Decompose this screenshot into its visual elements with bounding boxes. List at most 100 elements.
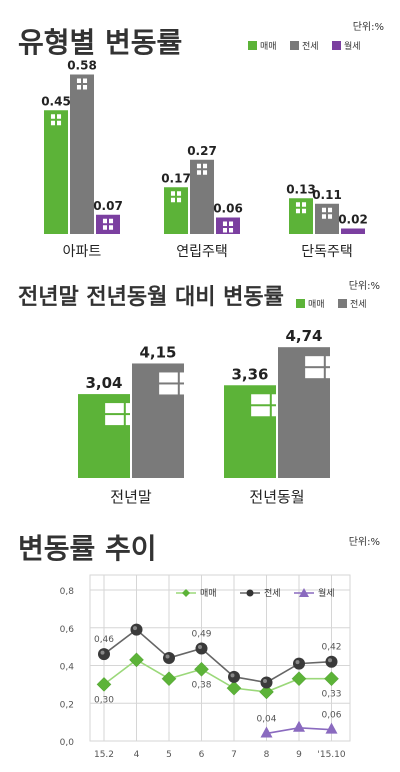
bar-window-icon [321, 207, 333, 219]
window-pane [159, 372, 178, 383]
category-label: 전년말 [110, 488, 152, 506]
category-label: 아파트 [63, 244, 102, 260]
legend-swatch-sale [248, 41, 257, 50]
x-tick-label: 9 [296, 750, 302, 760]
bar-window-icon [170, 191, 182, 203]
window-pane [295, 202, 300, 207]
data-point-circle [130, 623, 143, 636]
bar-전년말-전세 [132, 363, 184, 478]
y-tick-label: 0,6 [60, 625, 75, 635]
yoy-change-rate-section: 전년말 전년동월 대비 변동률 단위:% 매매 전세 3,04 4,15 전년말 3,3… [18, 279, 380, 506]
point-value-label: 0,33 [321, 690, 341, 700]
legend-label: 매매 [200, 588, 217, 599]
window-pane [305, 356, 324, 367]
window-pane [57, 120, 62, 126]
bar-value-label: 0.58 [67, 59, 97, 73]
trend-section: 변동률 추이 단위:% 0,8 0,6 0,4 0,2 0,0 15.2 4 5 6 7 8 9 '15… [18, 532, 380, 760]
point-value-label: 0,06 [321, 711, 341, 721]
data-point-highlight [133, 626, 137, 631]
chart3-legend: 매매 전세 월세 [176, 587, 335, 599]
series-line-전세 [103, 628, 332, 684]
legend-swatch-jeonse [290, 41, 299, 50]
data-point-circle [325, 655, 338, 668]
window-pane [325, 368, 345, 379]
bar-단독주택-전세 [315, 203, 339, 234]
data-point-circle [260, 676, 273, 689]
chart2-bars: 3,04 4,15 전년말 3,36 4,74 전년동월 [78, 327, 345, 506]
window-pane [196, 163, 201, 169]
bar-연립주택-전세 [190, 159, 214, 234]
point-value-label: 0,49 [191, 630, 211, 640]
data-point-circle [195, 642, 208, 655]
point-value-label: 0,04 [256, 714, 276, 724]
bar-value-label: 4,74 [285, 327, 322, 345]
window-pane [76, 78, 81, 83]
window-pane [83, 78, 88, 83]
x-tick-label: 4 [134, 750, 140, 760]
x-tick-label: 8 [264, 750, 270, 760]
bar-window-icon [222, 221, 234, 233]
data-point-circle [228, 670, 240, 683]
window-pane [222, 221, 227, 226]
bar-window-icon [76, 78, 88, 90]
y-tick-label: 0,2 [60, 700, 74, 710]
window-pane [251, 394, 270, 405]
bar-아파트-매매 [44, 110, 68, 234]
window-pane [325, 356, 345, 367]
legend-label: 매매 [308, 299, 325, 310]
window-pane [109, 218, 114, 224]
point-value-label: 0,46 [94, 635, 114, 645]
window-pane [159, 384, 178, 395]
data-point-diamond [161, 671, 177, 687]
chart2-unit: 단위:% [349, 279, 380, 292]
y-tick-label: 0,8 [60, 587, 75, 597]
window-pane [328, 207, 333, 213]
window-pane [302, 208, 307, 214]
y-tick-label: 0,0 [60, 738, 75, 748]
point-value-label: 0,30 [94, 695, 114, 705]
chart3-title: 변동률 추이 [18, 532, 157, 565]
window-pane [57, 114, 62, 119]
data-point-triangle [260, 726, 273, 738]
window-pane [203, 170, 208, 175]
window-pane [229, 228, 234, 233]
bar-window-icon [295, 202, 307, 214]
data-point-diamond [291, 671, 307, 687]
bar-window-icon [102, 218, 114, 230]
data-point-circle [293, 657, 305, 670]
window-pane [302, 202, 307, 207]
window-pane [109, 225, 114, 230]
y-tick-label: 0,4 [60, 663, 75, 673]
window-pane [83, 85, 88, 90]
window-pane [321, 207, 326, 213]
window-pane [295, 208, 300, 214]
legend-marker-circle [246, 589, 254, 597]
x-tick-label: 6 [199, 750, 205, 760]
x-tick-label: '15.10 [317, 750, 346, 760]
window-pane [76, 85, 81, 90]
data-point-highlight [165, 654, 170, 659]
data-point-highlight [100, 650, 105, 655]
data-point-diamond [129, 652, 144, 668]
x-tick-label: 7 [231, 750, 237, 760]
bar-아파트-월세 [96, 214, 120, 234]
window-pane [229, 221, 234, 226]
category-label: 전년동월 [249, 488, 304, 506]
bar-연립주택-월세 [216, 217, 240, 234]
legend-swatch-jeonse [338, 299, 347, 308]
window-pane [50, 120, 55, 126]
window-pane [203, 163, 208, 169]
legend-label: 전세 [350, 299, 367, 310]
data-point-highlight [295, 660, 300, 665]
window-pane [179, 372, 199, 383]
bar-value-label: 0.06 [213, 202, 243, 216]
bar-window-icon [305, 356, 345, 379]
window-pane [179, 384, 199, 395]
chart3-plot: 0,8 0,6 0,4 0,2 0,0 15.2 4 5 6 7 8 9 '15.10 매매 전세 월세 0,4… [60, 574, 351, 760]
data-point-circle [163, 651, 175, 664]
type-change-rate-section: 유형별 변동률 단위:% 매매 전세 월세 0.450.580.07아파트0.170… [18, 20, 384, 260]
bar-아파트-전세 [70, 74, 94, 234]
bar-window-icon [196, 163, 208, 175]
category-label: 단독주택 [301, 244, 353, 260]
window-pane [177, 191, 182, 196]
